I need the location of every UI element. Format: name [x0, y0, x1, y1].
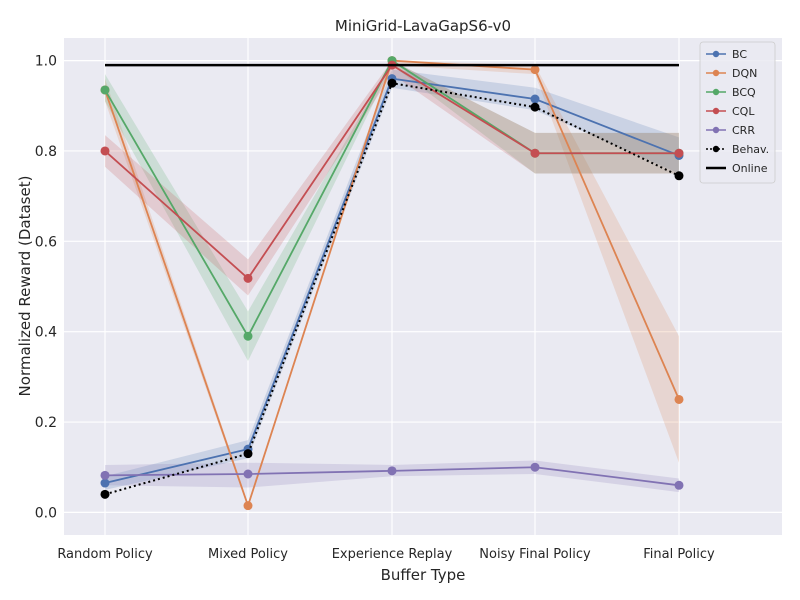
- point-crr: [243, 469, 253, 479]
- point-behav: [387, 78, 397, 88]
- legend-marker-cql: [712, 107, 720, 115]
- point-cql: [530, 148, 540, 158]
- x-tick-label: Random Policy: [57, 547, 153, 562]
- legend-label-behav: Behav.: [732, 143, 769, 156]
- point-cql: [100, 146, 110, 156]
- y-tick-labels: 0.0 0.2 0.4 0.6 0.8 1.0: [35, 54, 57, 522]
- x-tick-label: Mixed Policy: [208, 547, 288, 562]
- legend-marker-crr: [712, 126, 720, 134]
- grid: [64, 38, 782, 535]
- legend-label-bcq: BCQ: [732, 86, 756, 99]
- legend-label-online: Online: [732, 162, 768, 175]
- point-behav: [243, 449, 253, 459]
- point-bcq: [243, 331, 253, 341]
- point-dqn: [674, 394, 684, 404]
- point-behav: [530, 102, 540, 112]
- y-tick-label: 0.4: [35, 325, 57, 341]
- point-crr: [100, 470, 110, 480]
- chart-title: MiniGrid-LavaGapS6-v0: [335, 17, 511, 35]
- y-tick-label: 1.0: [35, 54, 57, 70]
- legend-marker-dqn: [712, 69, 720, 77]
- x-tick-label: Final Policy: [643, 547, 715, 562]
- point-crr: [530, 462, 540, 472]
- point-bc: [530, 94, 540, 104]
- point-crr: [674, 480, 684, 490]
- point-behav: [674, 171, 684, 181]
- x-axis-label: Buffer Type: [381, 566, 466, 584]
- x-tick-label: Noisy Final Policy: [479, 547, 591, 562]
- point-bc: [100, 478, 110, 488]
- point-cql: [243, 273, 253, 283]
- point-behav: [100, 489, 110, 499]
- y-tick-label: 0.2: [35, 415, 57, 431]
- legend-label-dqn: DQN: [732, 67, 757, 80]
- point-cql: [674, 148, 684, 158]
- point-bcq: [100, 85, 110, 95]
- point-dqn: [243, 501, 253, 511]
- legend-marker-bc: [712, 50, 720, 58]
- point-crr: [387, 466, 397, 476]
- legend-marker-behav: [712, 145, 720, 153]
- point-dqn: [530, 65, 540, 75]
- x-tick-labels: Random Policy Mixed Policy Experience Repl…: [57, 547, 715, 562]
- band-bcq: [105, 60, 679, 362]
- x-tick-label: Experience Replay: [332, 547, 453, 562]
- legend: BC DQN BCQ CQL CRR Behav. Online: [699, 41, 776, 184]
- y-tick-label: 0.6: [35, 234, 57, 250]
- y-tick-label: 0.0: [35, 505, 57, 521]
- legend-marker-bcq: [712, 88, 720, 96]
- plot-background: [64, 38, 782, 535]
- y-axis-label: Normalized Reward (Dataset): [16, 176, 34, 397]
- legend-label-bc: BC: [732, 48, 747, 61]
- legend-label-crr: CRR: [732, 124, 755, 137]
- legend-label-cql: CQL: [732, 105, 755, 118]
- series-lines: [100, 56, 684, 511]
- y-tick-label: 0.8: [35, 144, 57, 160]
